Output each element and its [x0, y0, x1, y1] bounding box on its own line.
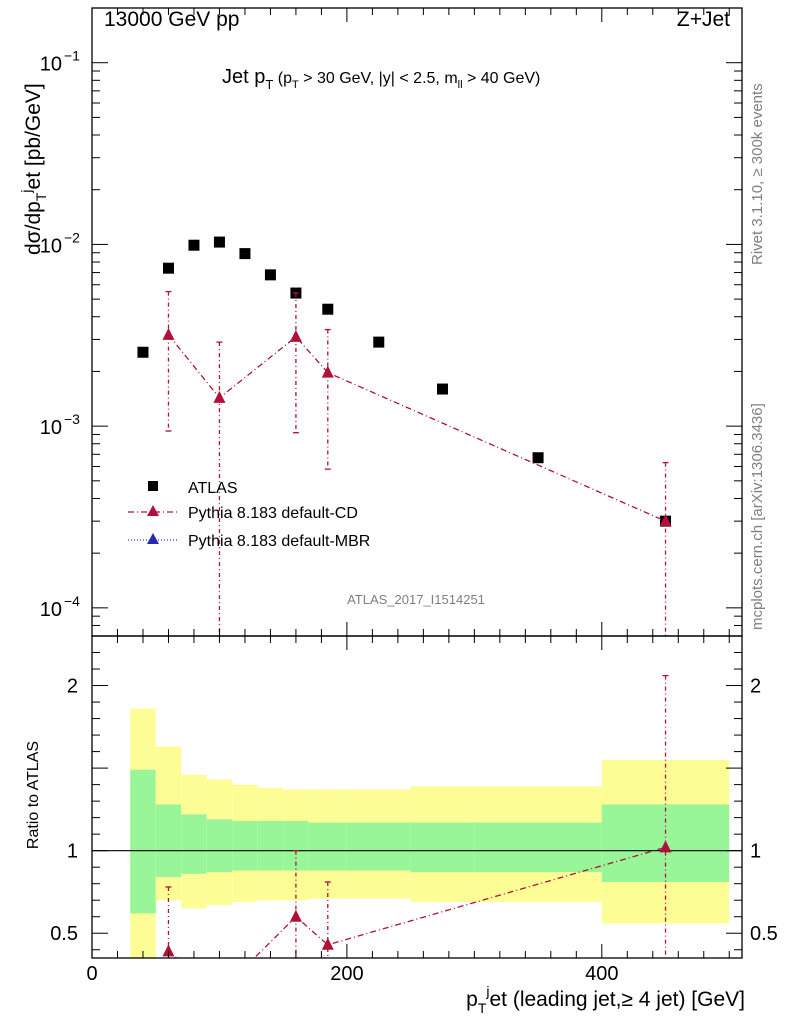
mcplots-label: mcplots.cern.ch [arXiv:1306.3436] — [749, 403, 766, 630]
header-right: Z+Jet — [677, 8, 730, 31]
ratio-y-axis-title: Ratio to ATLAS — [25, 741, 42, 849]
atlas-point-8 — [373, 336, 385, 348]
band-inner-1 — [155, 804, 182, 878]
legend: ATLAS Pythia 8.183 default-CD Pythia 8.1… — [128, 480, 370, 550]
atlas-point-1 — [162, 262, 174, 274]
legend-label-atlas: ATLAS — [188, 480, 238, 497]
ratio-cd-point-2 — [289, 909, 302, 922]
ratio-clipped — [162, 674, 672, 998]
band-inner-4 — [232, 820, 258, 871]
main-ytick-exp-1: −3 — [64, 411, 80, 427]
x-tick-label-0: 0 — [86, 963, 97, 985]
atlas-point-2 — [188, 239, 200, 251]
x-tick-label-200: 200 — [330, 963, 363, 985]
x-tick-label-400: 400 — [585, 963, 618, 985]
ratio-frame — [91, 635, 743, 959]
band-inner-10 — [474, 822, 602, 873]
band-inner-5 — [257, 820, 284, 871]
atlas-point-5 — [264, 269, 276, 281]
band-inner-7 — [308, 822, 347, 871]
pythia-cd-point-4 — [659, 514, 672, 527]
pythia-cd-point-0 — [162, 327, 175, 340]
main-ytick-exp-3: −1 — [64, 48, 80, 64]
legend-label-mbr: Pythia 8.183 default-MBR — [188, 533, 370, 550]
main-ytick-label-2: 10 — [40, 235, 62, 257]
legend-marker-mbr — [147, 533, 159, 544]
pythia-cd-point-2 — [289, 329, 302, 342]
atlas-point-0 — [137, 346, 149, 358]
ratio-curves — [162, 674, 672, 998]
axes — [91, 7, 743, 959]
atlas-point-7 — [322, 303, 334, 315]
ratio-uncertainty-bands — [92, 708, 742, 958]
header-left: 13000 GeV pp — [104, 8, 239, 31]
plot-title: Jet pT (pT > 30 GeV, |y| < 2.5, mll > 40… — [222, 66, 540, 92]
ratio-ytick-label-r-2: 2 — [750, 676, 761, 698]
band-inner-9 — [410, 822, 475, 873]
ratio-cd-point-1 — [213, 986, 225, 998]
y-axis-title: dσ/dpTjet [pb/GeV] — [18, 83, 49, 255]
legend-marker-cd — [147, 505, 159, 516]
main-ytick-label-0: 10 — [40, 599, 62, 621]
ratio-cd-point-3 — [321, 937, 334, 950]
pythia-cd-point-3 — [321, 365, 334, 378]
ratio-ytick-label-r-1: 1 — [750, 841, 761, 863]
main-ytick-label-1: 10 — [40, 417, 62, 439]
ratio-ytick-label-r-0.5: 0.5 — [750, 923, 778, 945]
atlas-point-4 — [239, 248, 251, 260]
ratio-ytick-label-l-2: 2 — [67, 676, 78, 698]
pythia-cd-line — [167, 334, 666, 522]
main-curves — [137, 236, 672, 636]
main-ytick-exp-2: −2 — [64, 229, 80, 245]
main-ytick-label-3: 10 — [40, 54, 62, 76]
ratio-cd-point-0 — [162, 944, 175, 957]
pythia-cd-point-1 — [213, 390, 226, 403]
rivet-label: Rivet 3.1.10, ≥ 300k events — [749, 83, 766, 265]
ratio-ytick-label-l-1: 1 — [67, 841, 78, 863]
legend-marker-atlas — [148, 481, 158, 491]
legend-label-cd: Pythia 8.183 default-CD — [188, 505, 358, 522]
atlas-point-9 — [436, 383, 448, 395]
main-ytick-exp-0: −4 — [64, 593, 80, 609]
band-inner-8 — [346, 822, 411, 871]
analysis-watermark: ATLAS_2017_I1514251 — [347, 592, 485, 607]
ratio-cd-point-4 — [659, 840, 672, 853]
x-axis-title: pTjet (leading jet,≥ 4 jet) [GeV] — [466, 983, 745, 1016]
atlas-point-3 — [213, 236, 225, 248]
band-inner-2 — [181, 814, 207, 874]
ratio-ytick-label-l-0.5: 0.5 — [50, 923, 78, 945]
band-inner-3 — [206, 819, 233, 873]
band-inner-0 — [130, 769, 156, 914]
atlas-point-10 — [532, 452, 544, 464]
